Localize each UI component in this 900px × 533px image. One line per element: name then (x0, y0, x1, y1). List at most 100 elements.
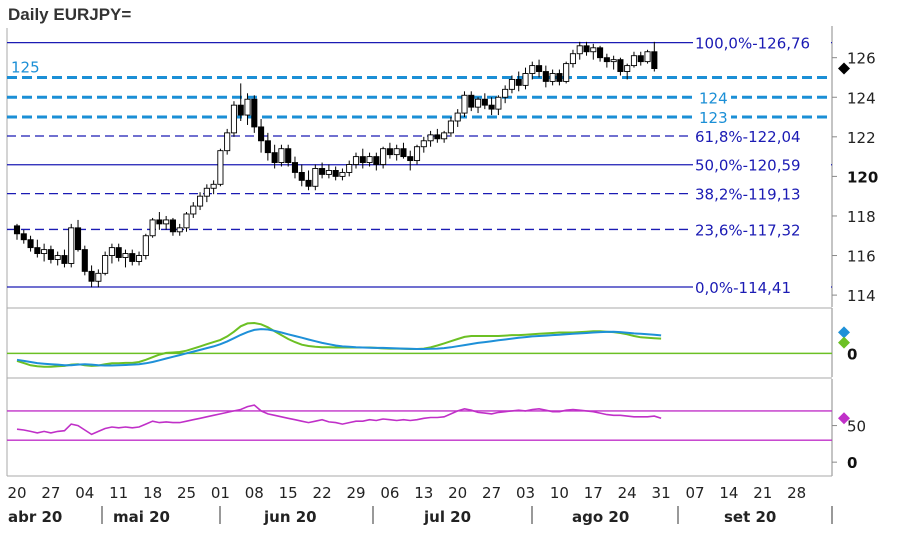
candle-body (197, 195, 204, 207)
candle-body (156, 219, 163, 225)
support-resistance-levels: 125 124 123 (7, 58, 832, 127)
candle-body (346, 164, 353, 173)
candle-body (135, 255, 143, 262)
candle-body (95, 272, 102, 282)
candle-body (427, 134, 434, 142)
date-tick-label: 17 (584, 484, 603, 502)
date-tick-label: 25 (177, 484, 196, 502)
candle-body (637, 55, 644, 63)
candle-body (271, 152, 278, 163)
level-label: 125 (11, 58, 40, 76)
date-tick-label: 28 (787, 484, 806, 502)
fib-label-bg (693, 277, 831, 295)
candle-body (461, 94, 468, 114)
candlesticks (13, 41, 658, 288)
price-axis: 126 124 122 120 118 116 114 (832, 50, 878, 305)
price-tick-label: 114 (847, 287, 876, 305)
candle-body (163, 219, 170, 225)
macd-line (16, 328, 662, 367)
date-tick-label: 20 (7, 484, 26, 502)
candle-body (332, 170, 339, 177)
candle-body (576, 45, 583, 55)
candle-body (447, 120, 454, 134)
candle-body (474, 98, 482, 108)
candle-body (515, 78, 522, 86)
fib-label-bg (693, 155, 831, 173)
candle-body (129, 253, 136, 262)
candle-body (20, 233, 27, 241)
month-label: jul 20 (423, 508, 471, 526)
macd-last-marker (838, 326, 850, 339)
candle-body (305, 179, 312, 187)
candle-body (278, 148, 285, 163)
date-tick-label: 10 (550, 484, 569, 502)
level-label: 123 (699, 109, 728, 127)
candle-body (68, 227, 75, 264)
macd-zero-label: 0 (847, 345, 857, 363)
fibonacci-levels: 100,0%-126,76 61,8%-122,04 50,0%-120,59 38,… (7, 33, 832, 297)
candle-body (34, 247, 41, 255)
candle-body (366, 156, 373, 163)
candle-body (176, 227, 183, 233)
month-label: jun 20 (263, 508, 317, 526)
fib-label-bg (693, 220, 831, 238)
month-label: mai 20 (113, 508, 170, 526)
fib-label: 61,8%-122,04 (695, 128, 801, 146)
fib-label-bg (693, 33, 831, 51)
rsi-panel: 50 0 (7, 404, 866, 472)
candle-body (549, 73, 556, 82)
price-tick-label: 122 (847, 129, 876, 147)
candle-body (251, 98, 258, 128)
candle-body (495, 96, 502, 110)
signal-last-marker (838, 336, 850, 349)
candle-body (217, 150, 224, 185)
candle-body (88, 270, 95, 282)
date-tick-label: 29 (346, 484, 365, 502)
candle-body (454, 112, 461, 122)
candle-body (407, 156, 414, 162)
candle-body (590, 47, 597, 53)
date-tick-label: 24 (618, 484, 637, 502)
level-label-bg (697, 88, 731, 105)
date-tick-label: 15 (279, 484, 298, 502)
date-tick-label: 14 (719, 484, 738, 502)
month-label: ago 20 (572, 508, 629, 526)
candle-body (488, 104, 495, 110)
candle-body (41, 249, 48, 255)
candle-body (258, 126, 265, 142)
date-tick-label: 04 (75, 484, 94, 502)
candle-body (651, 51, 658, 70)
candle-body (115, 247, 122, 258)
price-tick-label: 120 (847, 168, 878, 186)
candle-body (27, 239, 34, 249)
candle-body (380, 148, 387, 165)
date-tick-label: 18 (143, 484, 162, 502)
candle-body (81, 249, 88, 272)
price-tick-label: 118 (847, 208, 876, 226)
candle-body (644, 51, 651, 63)
candle-body (434, 134, 441, 140)
date-tick-label: 06 (380, 484, 399, 502)
candle-body (373, 156, 380, 165)
date-tick-label: 01 (211, 484, 230, 502)
fib-label: 23,6%-117,32 (695, 221, 801, 239)
candle-body (610, 59, 617, 63)
candle-body (210, 183, 217, 189)
candle-body (359, 156, 366, 163)
candle-body (352, 156, 360, 165)
candle-body (603, 57, 610, 63)
level-label-bg (9, 58, 43, 75)
rsi-last-marker (838, 412, 850, 425)
candle-body (617, 59, 624, 72)
candle-body (285, 148, 292, 163)
level-label-bg (697, 108, 731, 125)
fib-label-bg (693, 184, 831, 202)
candle-body (291, 162, 299, 173)
chart-title: Daily EURJPY= (8, 5, 131, 24)
date-axis: 20 27 04 11 18 25 01 08 15 22 29 06 13 20 27 03 10 17 24 31… (7, 484, 833, 526)
candle-body (529, 65, 536, 74)
candle-body (102, 255, 109, 274)
date-tick-label: 21 (753, 484, 772, 502)
candle-body (556, 73, 563, 82)
candle-body (597, 47, 604, 59)
